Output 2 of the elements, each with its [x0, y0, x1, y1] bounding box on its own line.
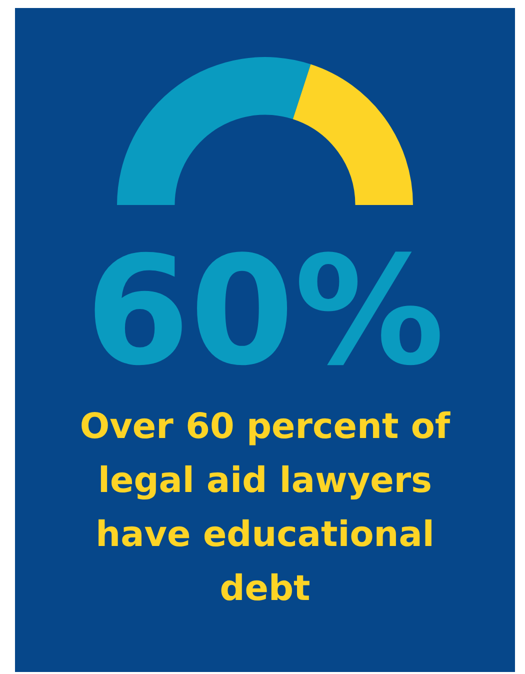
text: Over 60 percent of legal aid lawyers have educational debt: [78, 406, 452, 611]
text: 60%: [85, 225, 445, 399]
